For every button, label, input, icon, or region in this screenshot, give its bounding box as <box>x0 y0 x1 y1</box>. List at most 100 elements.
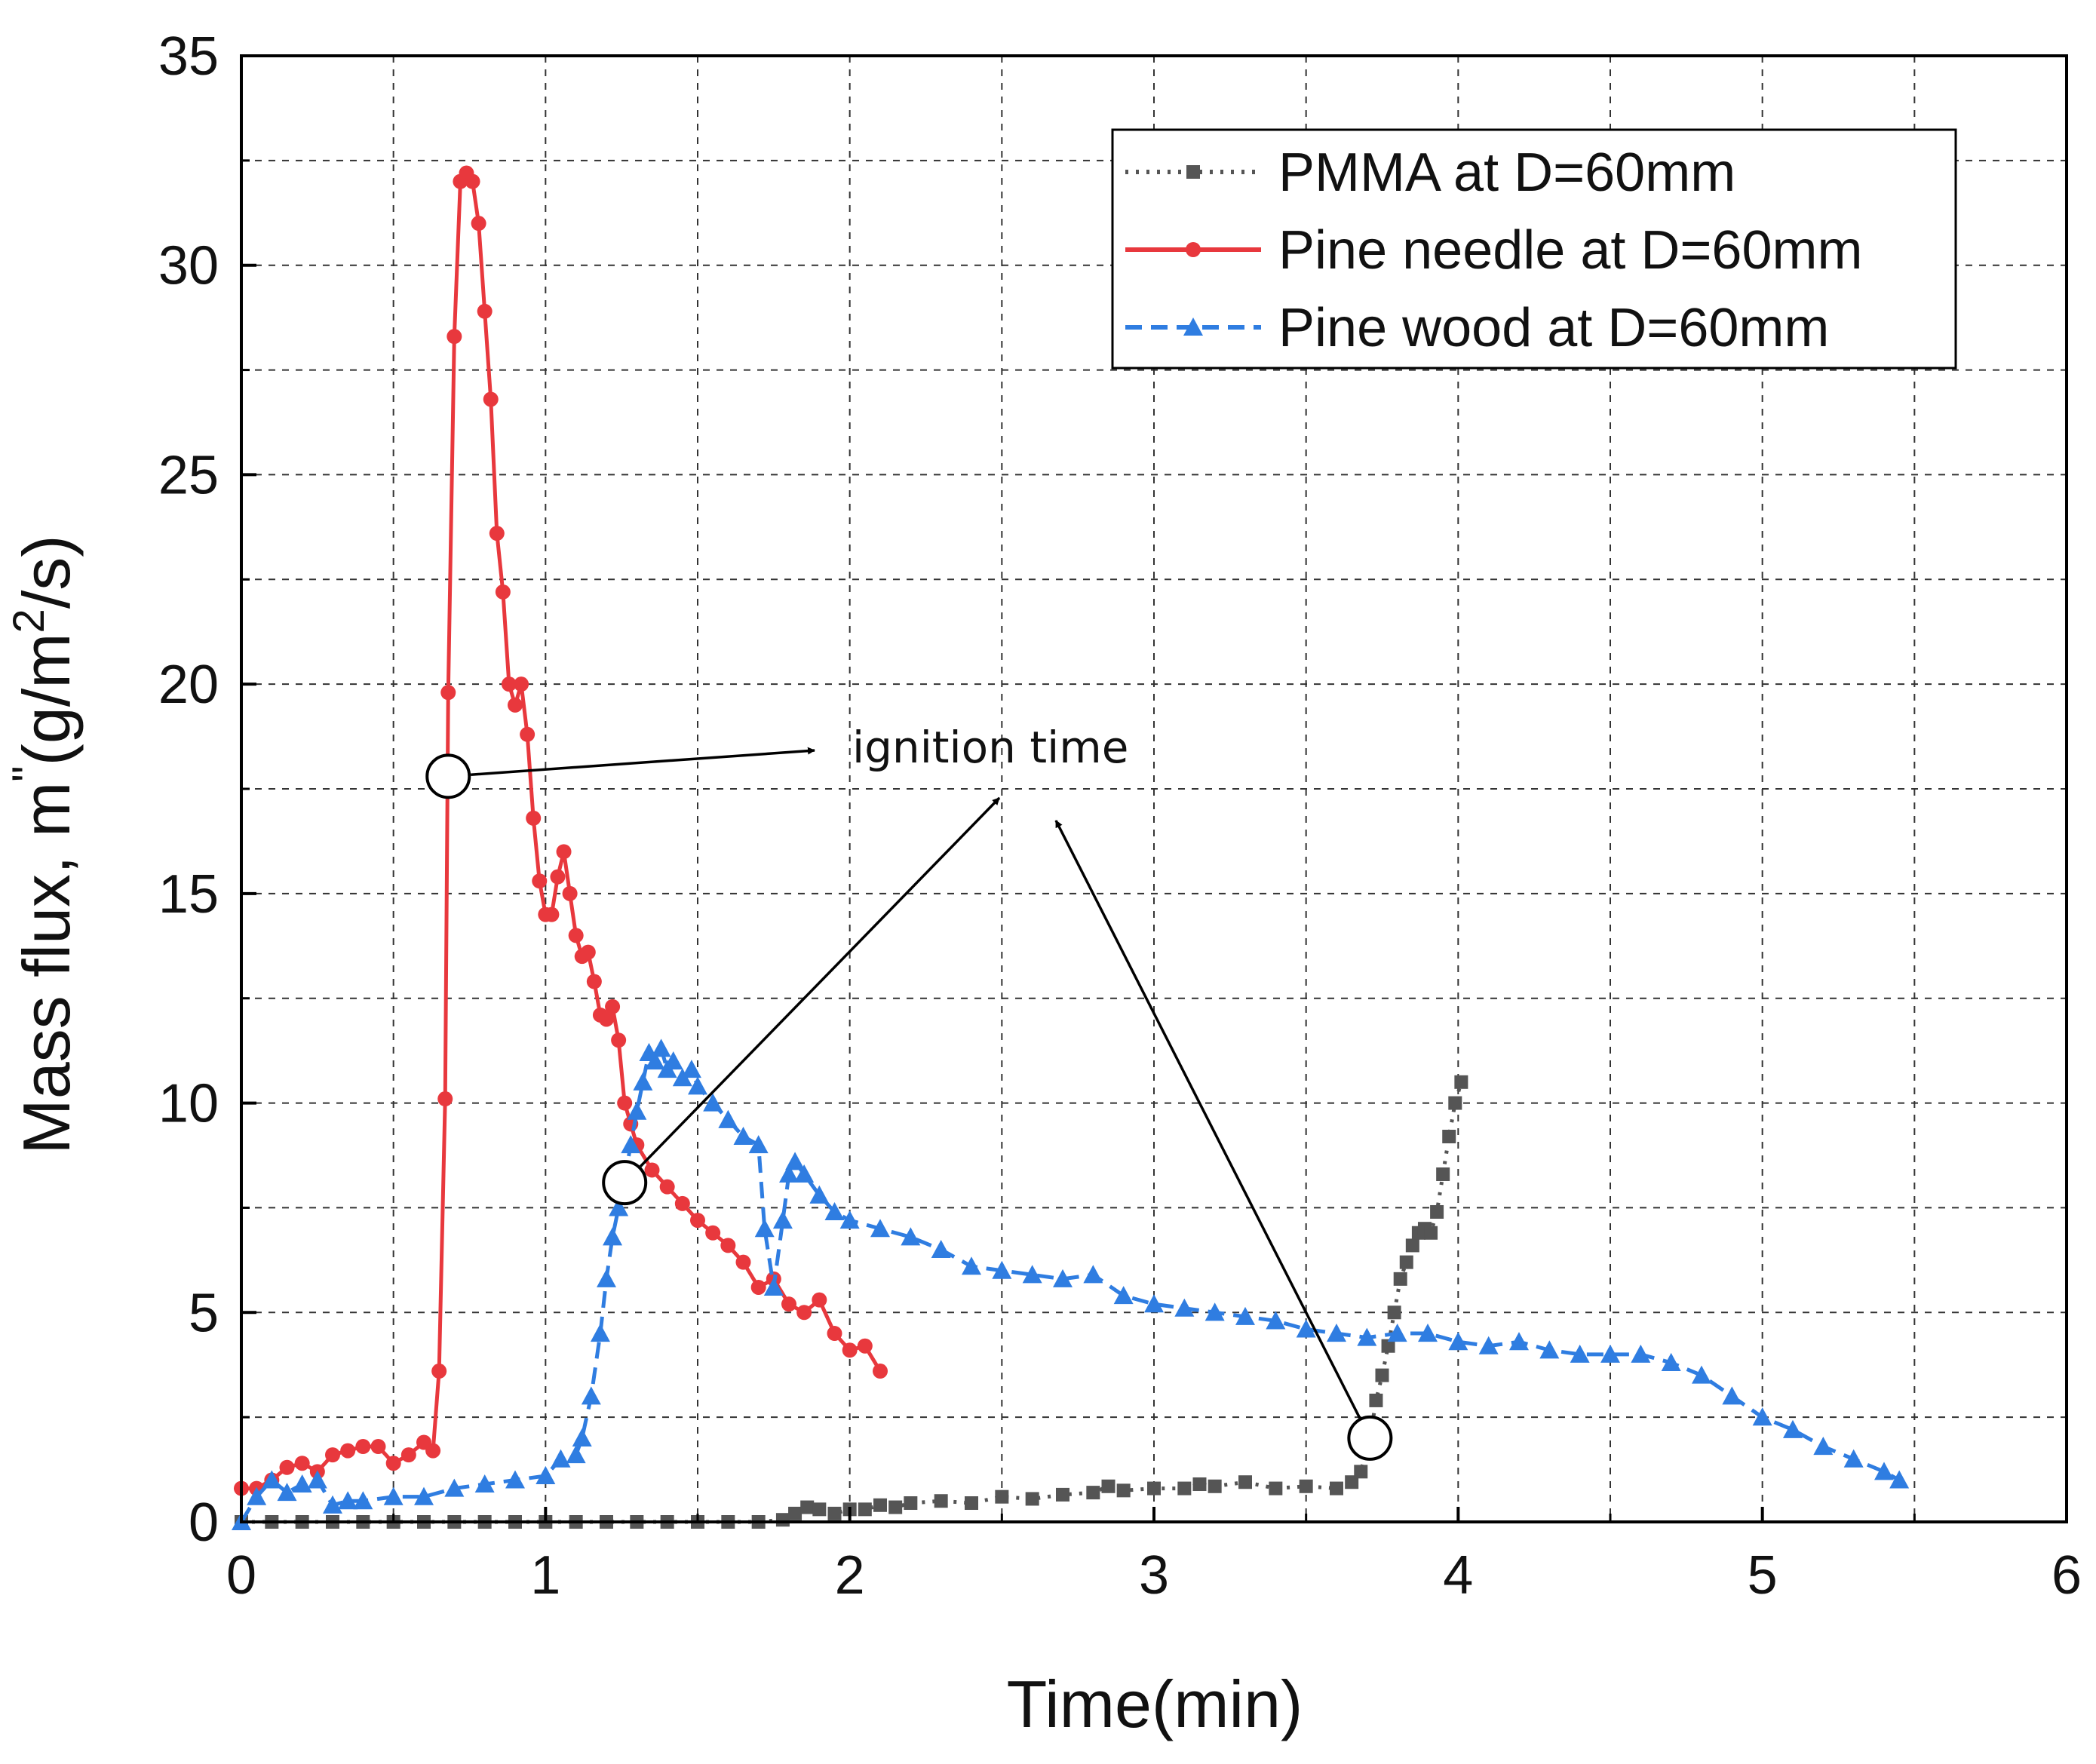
data-point-needle <box>659 1179 675 1195</box>
data-point-wood <box>627 1101 647 1120</box>
data-point-wood <box>1752 1407 1772 1426</box>
data-point-wood <box>1144 1294 1164 1313</box>
series-wood <box>232 1038 1910 1531</box>
data-point-wood <box>992 1260 1012 1279</box>
data-point-needle <box>514 676 529 692</box>
data-point-needle <box>827 1326 842 1342</box>
data-point-pmma <box>1208 1479 1222 1493</box>
data-point-wood <box>794 1164 815 1183</box>
data-point-pmma <box>904 1496 918 1511</box>
x-tick-label: 1 <box>530 1545 560 1606</box>
series-layer <box>232 165 1910 1531</box>
data-point-wood <box>292 1474 312 1493</box>
y-axis-label-main: Mass flux, m <box>9 782 84 1155</box>
x-tick-label: 2 <box>835 1545 865 1606</box>
y-axis-label-prime: " <box>3 765 54 781</box>
data-point-needle <box>812 1292 827 1308</box>
data-point-wood <box>1889 1470 1910 1489</box>
data-point-wood <box>931 1239 951 1259</box>
data-point-wood <box>474 1474 495 1493</box>
data-point-pmma <box>1025 1492 1039 1506</box>
ignition-arrow <box>639 796 1001 1167</box>
data-point-pmma <box>1056 1487 1069 1502</box>
data-point-wood <box>566 1445 586 1464</box>
data-point-needle <box>440 685 456 701</box>
data-point-wood <box>962 1256 981 1275</box>
x-tick-label: 0 <box>226 1545 256 1606</box>
data-point-wood <box>772 1210 793 1229</box>
x-axis-label: Time(min) <box>1007 1667 1303 1741</box>
data-point-wood <box>633 1072 653 1091</box>
data-point-pmma <box>1399 1255 1413 1269</box>
data-point-pmma <box>1454 1075 1468 1089</box>
data-point-wood <box>444 1478 465 1497</box>
y-tick-label: 20 <box>158 655 219 715</box>
data-point-pmma <box>1369 1393 1383 1407</box>
x-tick-label: 4 <box>1443 1545 1473 1606</box>
ignition-arrow <box>1054 820 1361 1419</box>
data-point-needle <box>556 844 572 860</box>
data-point-wood <box>1053 1269 1073 1287</box>
ignition-arrow <box>471 747 815 776</box>
data-point-pmma <box>1177 1481 1192 1496</box>
data-point-needle <box>674 1195 690 1211</box>
data-point-wood <box>703 1093 723 1112</box>
data-point-needle <box>562 885 578 901</box>
data-point-wood <box>609 1198 629 1216</box>
data-point-wood <box>536 1465 556 1484</box>
data-point-needle <box>586 974 602 989</box>
y-tick-label: 30 <box>158 236 219 296</box>
data-point-wood <box>1296 1319 1316 1338</box>
data-point-wood <box>1448 1332 1468 1351</box>
legend-entry-wood: Pine wood at D=60mm <box>1125 298 1829 358</box>
data-point-wood <box>1266 1311 1286 1330</box>
data-point-needle <box>325 1447 340 1463</box>
data-point-wood <box>1874 1462 1894 1480</box>
y-tick-label: 0 <box>189 1492 219 1553</box>
data-point-wood <box>1661 1352 1681 1371</box>
data-point-needle <box>873 1364 888 1379</box>
data-point-wood <box>1327 1324 1346 1342</box>
y-axis-label-sup: 2 <box>5 609 54 633</box>
annotation-layer: ignition time <box>425 722 1393 1461</box>
data-point-wood <box>718 1109 738 1128</box>
data-point-wood <box>763 1277 784 1296</box>
data-point-needle <box>495 584 511 600</box>
data-point-wood <box>1600 1344 1620 1363</box>
y-tick-label: 35 <box>158 26 219 87</box>
data-point-wood <box>262 1470 282 1489</box>
data-point-wood <box>1083 1265 1103 1284</box>
data-point-needle <box>857 1338 873 1354</box>
data-point-wood <box>551 1449 571 1468</box>
data-point-pmma <box>1238 1475 1252 1489</box>
data-point-needle <box>599 1011 614 1027</box>
data-point-needle <box>489 526 505 541</box>
data-point-needle <box>370 1439 386 1455</box>
data-point-wood <box>1478 1336 1499 1354</box>
data-point-needle <box>690 1213 705 1229</box>
data-point-wood <box>785 1152 806 1170</box>
data-point-wood <box>748 1135 769 1154</box>
data-point-pmma <box>775 1513 790 1527</box>
data-point-wood <box>1022 1265 1042 1284</box>
legend-marker-pmma <box>1186 165 1200 179</box>
data-point-wood <box>1113 1286 1134 1305</box>
data-point-pmma <box>800 1500 815 1514</box>
data-point-needle <box>735 1254 751 1270</box>
data-point-pmma <box>1436 1167 1450 1181</box>
data-point-pmma <box>1393 1272 1407 1286</box>
data-point-pmma <box>788 1506 802 1520</box>
data-point-needle <box>355 1439 371 1455</box>
data-point-wood <box>1813 1437 1834 1456</box>
data-point-pmma <box>827 1506 842 1520</box>
data-point-wood <box>779 1164 799 1183</box>
data-point-pmma <box>1448 1096 1462 1110</box>
data-point-needle <box>720 1238 736 1253</box>
data-point-pmma <box>873 1498 887 1512</box>
data-point-wood <box>1631 1344 1651 1363</box>
ignition-point-marker <box>1347 1415 1393 1461</box>
data-point-pmma <box>1381 1339 1395 1353</box>
data-point-needle <box>477 303 493 319</box>
data-point-wood <box>1174 1298 1195 1317</box>
